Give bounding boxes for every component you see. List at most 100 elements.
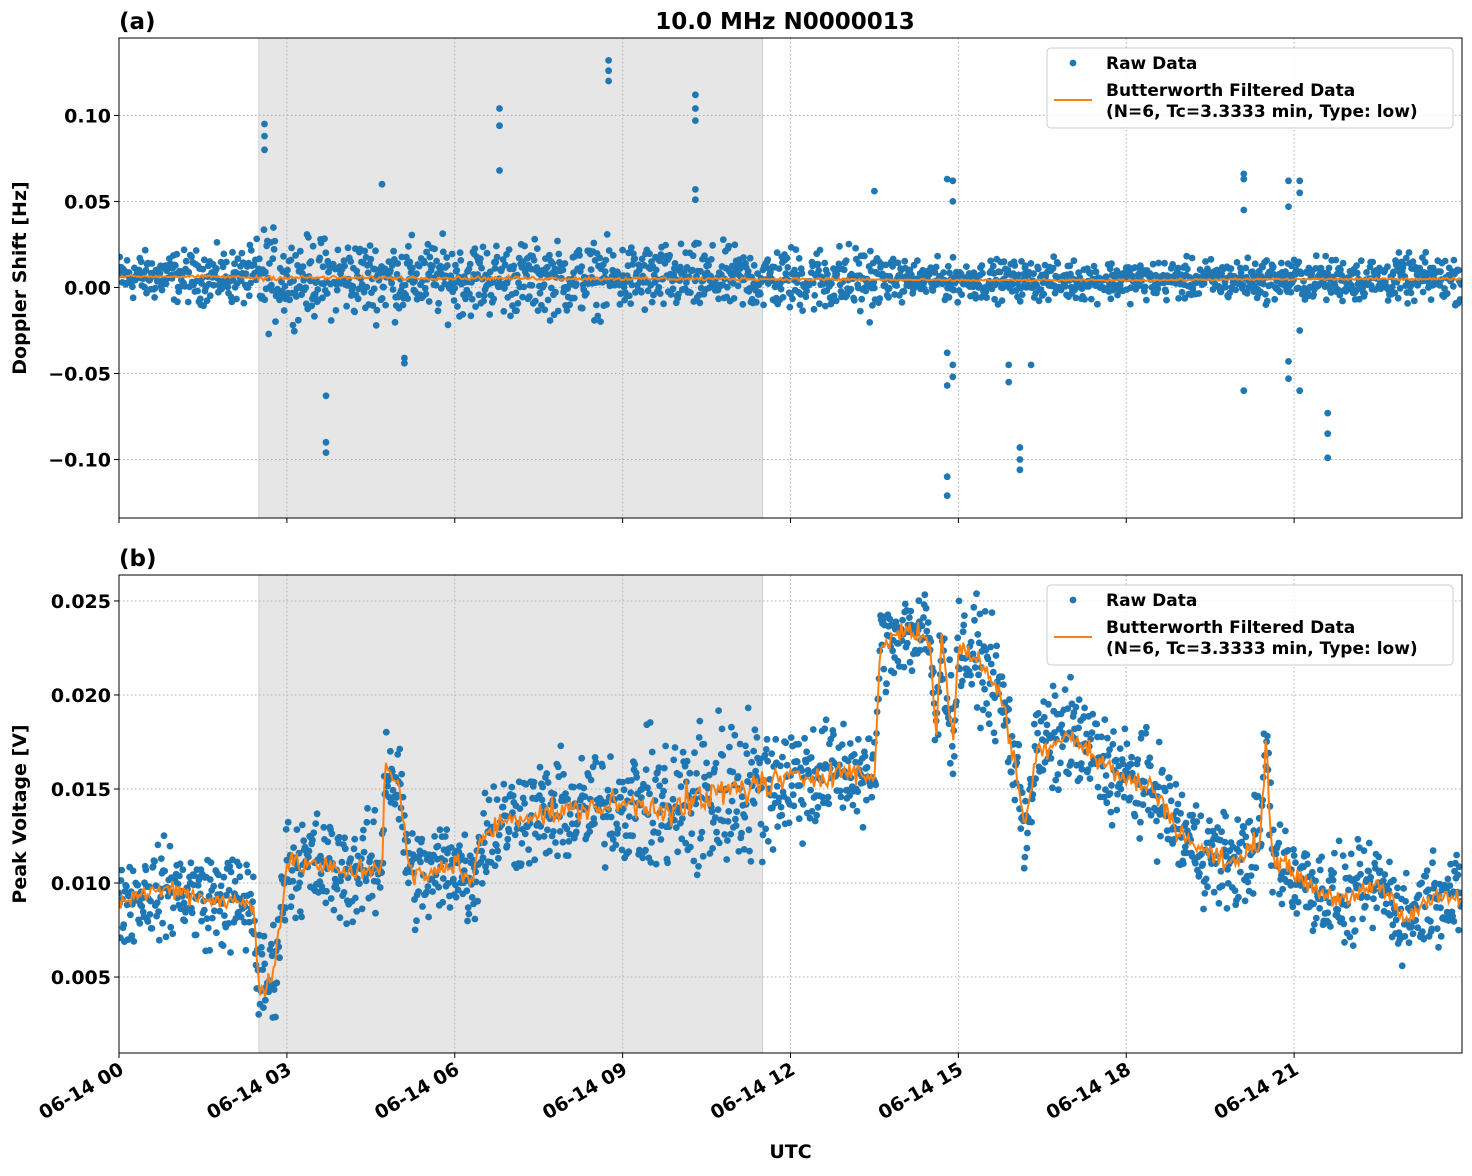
raw-point bbox=[880, 665, 888, 673]
raw-point bbox=[1247, 872, 1255, 879]
raw-data-series bbox=[119, 57, 1462, 499]
raw-point bbox=[370, 818, 377, 826]
raw-point bbox=[1174, 264, 1182, 272]
raw-point bbox=[631, 255, 639, 262]
raw-point bbox=[451, 284, 459, 292]
raw-point bbox=[747, 858, 755, 865]
raw-point bbox=[434, 842, 442, 850]
raw-point bbox=[286, 296, 293, 304]
raw-point bbox=[509, 302, 516, 310]
raw-point bbox=[1339, 259, 1347, 267]
raw-point bbox=[343, 302, 350, 310]
raw-point bbox=[819, 793, 827, 801]
raw-point bbox=[1370, 895, 1377, 903]
raw-point bbox=[840, 266, 848, 274]
raw-point bbox=[1055, 786, 1062, 794]
raw-point bbox=[889, 263, 896, 270]
raw-point bbox=[1153, 817, 1160, 825]
raw-point bbox=[609, 252, 617, 259]
raw-point bbox=[380, 283, 387, 291]
raw-point bbox=[408, 231, 416, 239]
raw-point bbox=[1242, 833, 1250, 841]
raw-outlier-point bbox=[496, 105, 503, 112]
raw-point bbox=[718, 725, 726, 733]
raw-point bbox=[1394, 263, 1401, 271]
raw-point bbox=[272, 1013, 279, 1021]
raw-point bbox=[901, 257, 909, 265]
raw-point bbox=[126, 911, 134, 919]
raw-point bbox=[1030, 270, 1037, 278]
raw-point bbox=[799, 307, 806, 314]
raw-point bbox=[660, 787, 667, 795]
raw-point bbox=[1332, 256, 1340, 264]
raw-point bbox=[1271, 295, 1279, 303]
raw-point bbox=[439, 898, 447, 906]
raw-point bbox=[1292, 859, 1299, 866]
raw-point bbox=[1070, 257, 1078, 265]
raw-outlier-point bbox=[261, 146, 268, 154]
raw-point bbox=[981, 608, 989, 615]
raw-point bbox=[350, 845, 358, 853]
raw-point bbox=[652, 266, 660, 274]
raw-point bbox=[657, 836, 665, 843]
raw-point bbox=[900, 663, 908, 671]
raw-point bbox=[269, 255, 277, 263]
raw-point bbox=[1059, 743, 1066, 751]
raw-point bbox=[1367, 873, 1375, 881]
raw-point bbox=[939, 675, 947, 683]
raw-point bbox=[499, 803, 507, 811]
raw-point bbox=[322, 899, 330, 907]
raw-point bbox=[225, 886, 233, 894]
raw-point bbox=[748, 758, 755, 766]
raw-point bbox=[988, 609, 996, 616]
raw-point bbox=[1054, 771, 1062, 778]
raw-point bbox=[302, 284, 310, 291]
y-tick-label: 0.05 bbox=[64, 191, 111, 213]
raw-point bbox=[793, 758, 801, 766]
raw-point bbox=[521, 800, 528, 807]
raw-point bbox=[266, 946, 274, 953]
raw-point bbox=[1237, 269, 1245, 277]
raw-point bbox=[627, 300, 635, 307]
raw-point bbox=[1192, 802, 1200, 809]
raw-point bbox=[268, 940, 275, 948]
raw-point bbox=[655, 283, 663, 291]
raw-point bbox=[371, 265, 379, 273]
raw-point bbox=[1081, 704, 1088, 712]
raw-point bbox=[620, 283, 628, 291]
raw-point bbox=[752, 767, 759, 775]
raw-point bbox=[1000, 258, 1008, 266]
raw-point bbox=[656, 290, 664, 297]
raw-point bbox=[546, 251, 553, 259]
raw-outlier-point bbox=[943, 382, 951, 389]
raw-point bbox=[885, 293, 892, 301]
raw-point bbox=[1018, 291, 1026, 298]
raw-point bbox=[151, 284, 159, 292]
raw-point bbox=[198, 917, 206, 925]
raw-point bbox=[293, 826, 301, 833]
raw-point bbox=[399, 301, 407, 309]
raw-point bbox=[1020, 864, 1028, 872]
raw-point bbox=[1112, 756, 1120, 764]
raw-outlier-point bbox=[943, 492, 951, 499]
raw-point bbox=[889, 647, 896, 655]
raw-outlier-point bbox=[1016, 444, 1024, 451]
raw-point bbox=[835, 260, 843, 268]
raw-point bbox=[752, 298, 760, 306]
raw-point bbox=[1223, 905, 1231, 912]
raw-point bbox=[1441, 881, 1448, 889]
raw-point bbox=[321, 235, 328, 243]
raw-point bbox=[1450, 917, 1458, 925]
raw-outlier-point bbox=[322, 449, 330, 456]
raw-point bbox=[294, 316, 302, 324]
raw-point bbox=[1241, 897, 1249, 905]
raw-point bbox=[311, 312, 318, 320]
raw-point bbox=[1093, 720, 1101, 728]
raw-point bbox=[1064, 705, 1072, 712]
raw-point bbox=[1023, 844, 1031, 852]
raw-point bbox=[436, 826, 444, 834]
raw-outlier-point bbox=[261, 120, 268, 128]
raw-point bbox=[590, 815, 598, 822]
raw-point bbox=[327, 895, 335, 902]
raw-point bbox=[1110, 728, 1117, 735]
